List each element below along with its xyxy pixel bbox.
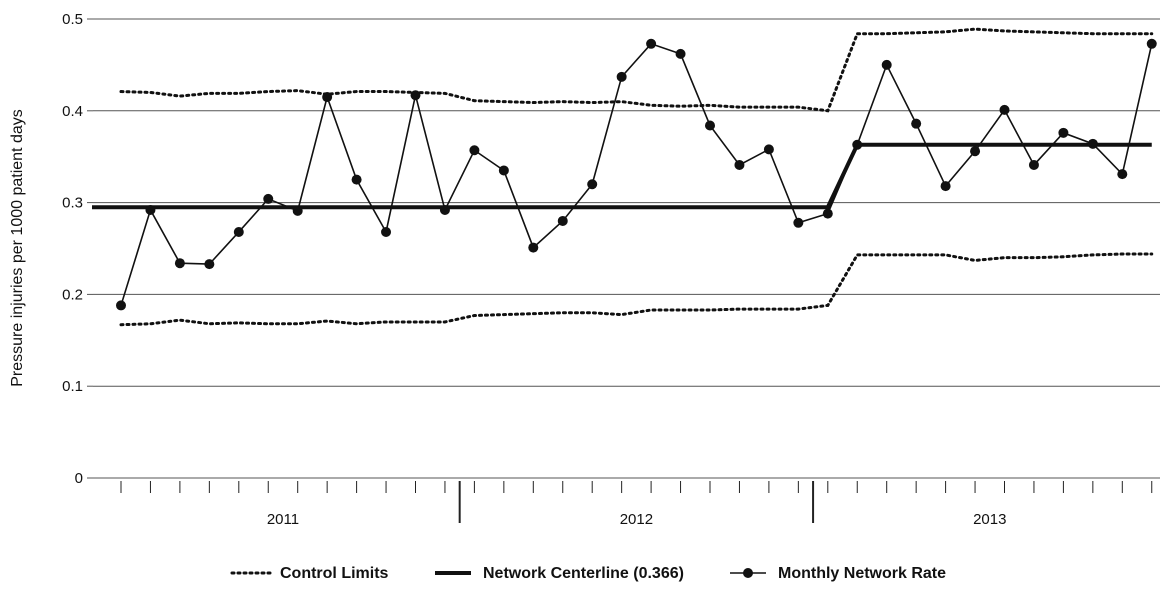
- legend-label: Control Limits: [280, 565, 389, 582]
- monthly-rate-point: [1087, 138, 1098, 149]
- monthly-rate-point: [587, 179, 598, 190]
- legend-label: Monthly Network Rate: [778, 565, 946, 582]
- y-tick-label: 0.1: [62, 378, 83, 395]
- monthly-rate-point: [292, 205, 303, 216]
- monthly-rate-point: [705, 120, 715, 131]
- monthly-rate-point: [145, 204, 156, 215]
- monthly-rate-point: [469, 145, 480, 156]
- control-limit-upper: [119, 27, 1154, 113]
- monthly-rate-point: [822, 208, 833, 219]
- monthly-rate-point: [410, 90, 421, 101]
- y-tick-label: 0.2: [62, 286, 83, 303]
- gridlines: 0 0.1 0.2 0.3 0.4 0.5: [62, 11, 1160, 487]
- network-centerline: [92, 142, 1152, 210]
- monthly-rate-point: [793, 217, 804, 228]
- monthly-rate-point: [174, 258, 185, 269]
- x-year-label: 2011: [267, 511, 299, 528]
- legend-swatch-monthly-rate-marker: [743, 568, 753, 578]
- legend: Control Limits Network Centerline (0.366)…: [230, 565, 946, 582]
- axes: 2011 2012 2013: [120, 481, 1153, 528]
- monthly-rate-point: [1028, 159, 1039, 170]
- monthly-rate-point: [646, 38, 657, 49]
- monthly-rate-point: [233, 226, 244, 237]
- monthly-rate-point: [763, 144, 774, 155]
- monthly-rate-point: [498, 165, 509, 176]
- monthly-rate-point: [999, 104, 1010, 115]
- monthly-rate-point: [852, 139, 863, 150]
- monthly-rate-point: [675, 48, 686, 59]
- monthly-rate-point: [1058, 127, 1069, 138]
- monthly-rate-point: [734, 159, 745, 170]
- series-layer: [92, 27, 1157, 327]
- x-year-label: 2012: [620, 511, 653, 528]
- monthly-rate-point: [881, 59, 892, 70]
- monthly-rate-line: [120, 42, 1153, 306]
- monthly-rate-point: [970, 146, 981, 157]
- x-year-label: 2013: [973, 511, 1006, 528]
- monthly-rate-point: [1117, 169, 1128, 180]
- monthly-rate-point: [204, 259, 215, 270]
- monthly-rate-point: [911, 118, 922, 129]
- monthly-rate-point: [351, 174, 362, 185]
- monthly-rate-point: [557, 215, 568, 226]
- control-limit-lower: [119, 252, 1154, 327]
- monthly-rate-point: [616, 71, 627, 82]
- monthly-rate-point: [116, 300, 126, 311]
- monthly-rate-point: [940, 181, 951, 192]
- monthly-rate-point: [263, 193, 274, 204]
- y-tick-label: 0.3: [62, 195, 83, 212]
- y-axis-title: Pressure injuries per 1000 patient days: [9, 109, 26, 387]
- monthly-rate-point: [439, 204, 450, 215]
- monthly-rate-point: [381, 226, 392, 237]
- legend-label: Network Centerline (0.366): [483, 565, 684, 582]
- y-tick-label: 0.4: [62, 103, 83, 120]
- monthly-rate-point: [1146, 38, 1157, 49]
- monthly-rate-point: [528, 242, 539, 253]
- y-tick-label: 0: [75, 470, 83, 487]
- monthly-rate-point: [322, 92, 333, 103]
- y-tick-label: 0.5: [62, 11, 83, 28]
